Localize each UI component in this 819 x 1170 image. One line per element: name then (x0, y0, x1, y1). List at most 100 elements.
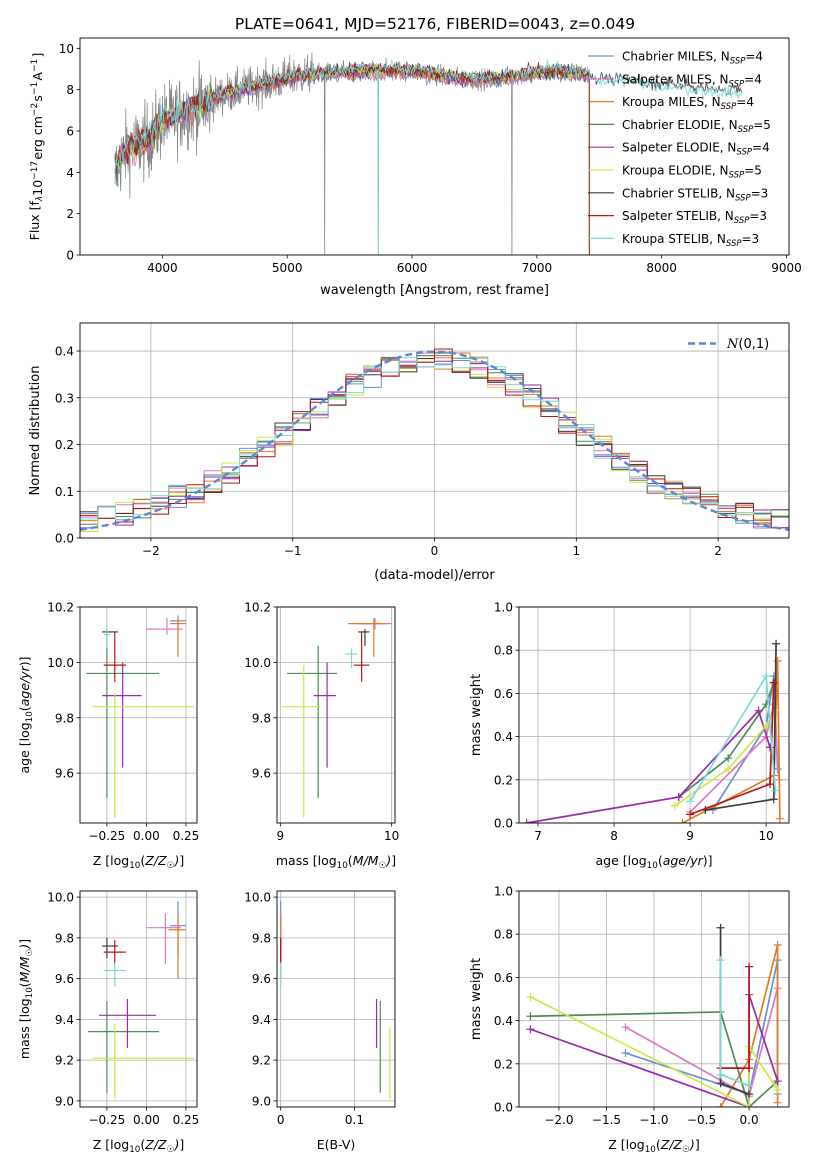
y-tick-label: 10.0 (244, 656, 271, 670)
panel-mass_weight_vs_age: 7 8 9 10 0.0 0.2 0.4 0.6 0.8 1.0 age [log10(age/yr… (469, 601, 790, 871)
panel-residuals: −2 −1 0 1 2 0.0 0.1 0.2 0.3 0.4 (data-model)/error… (28, 322, 790, 583)
axes: 4000 5000 6000 7000 8000 9000 0 2 4 6 8 10 wavelengt… (27, 37, 802, 298)
axes: 9 10 9.6 9.8 10.0 10.2 mass [log10(M/M☉)] (244, 601, 399, 872)
plot-area (526, 923, 782, 1107)
marker-kroupa-miles (773, 1098, 782, 1107)
y-axis-label: age [log10(age/yr)] (17, 656, 35, 773)
legend-label: Salpeter STELIB, NSSP=3 (622, 209, 767, 226)
marker-chabrier-elodie (724, 754, 733, 763)
x-tick-label: 0 (431, 544, 439, 558)
y-tick-label: 0.3 (55, 391, 74, 405)
series-kroupa-elodie (674, 710, 777, 807)
x-tick-label: 2 (714, 544, 722, 558)
plot-area (114, 52, 743, 255)
x-tick-label: 4000 (147, 261, 178, 275)
figure-title: PLATE=0641, MJD=52176, FIBERID=0043, z=0… (235, 15, 635, 33)
panel-age_vs_Z: −0.25 0.00 0.25 9.6 9.8 10.0 10.2 Z [log10(Z/Z☉… (17, 601, 199, 872)
y-tick-label: 9.0 (252, 1094, 271, 1108)
marker-kroupa-stelib (686, 797, 695, 806)
marker-chabrier-stelib (772, 639, 781, 648)
axes: −0.25 0.00 0.25 9.6 9.8 10.0 10.2 Z [log10(Z/Z☉… (17, 601, 199, 872)
x-axis-label: mass [log10(M/M☉)] (276, 853, 396, 871)
x-tick-label: 7000 (522, 261, 553, 275)
axes: −2 −1 0 1 2 0.0 0.1 0.2 0.3 0.4 (data-model)/error… (28, 322, 790, 583)
x-tick-label: 10 (759, 829, 774, 843)
marker-salpeter-miles (621, 1023, 630, 1032)
x-tick-label: 9000 (771, 261, 802, 275)
y-axis-label: mass weight (469, 958, 484, 1040)
y-tick-label: 10 (59, 42, 74, 56)
legend-label: Chabrier ELODIE, NSSP=5 (622, 118, 771, 135)
y-tick-label: 0.2 (494, 1057, 513, 1071)
model-salpeter-stelib (114, 60, 590, 255)
legend-label: N(0,1) (726, 337, 769, 352)
marker-kroupa-elodie (745, 1103, 754, 1107)
x-tick-label: 7 (534, 829, 542, 843)
y-tick-label: 9.8 (252, 931, 271, 945)
y-tick-label: 0.6 (494, 971, 513, 985)
x-axis-label: Z [log10(Z/Z☉)] (608, 1137, 700, 1155)
y-tick-label: 0.6 (494, 687, 513, 701)
legend-label: Salpeter ELODIE, NSSP=4 (622, 141, 770, 158)
marker-kroupa-elodie (526, 992, 535, 1001)
plot-area (280, 901, 391, 1099)
y-tick-label: 9.8 (252, 711, 271, 725)
y-tick-label: 0.0 (494, 817, 513, 831)
y-tick-label: 0.4 (494, 1014, 513, 1028)
y-tick-label: 8 (66, 83, 74, 97)
axes: 0 0.1 9.0 9.2 9.4 9.6 9.8 10.0 E(B-V) (244, 890, 396, 1152)
y-tick-label: 9.4 (252, 1013, 271, 1027)
model-kroupa-stelib (114, 58, 743, 255)
x-axis-label: wavelength [Angstrom, rest frame] (320, 283, 549, 298)
y-tick-label: 0.0 (494, 1101, 513, 1115)
x-axis-label: E(B-V) (317, 1137, 356, 1152)
x-tick-label: −1.5 (592, 1113, 621, 1127)
marker-kroupa-elodie (670, 801, 679, 810)
x-tick-label: 5000 (272, 261, 303, 275)
y-tick-label: 0 (66, 249, 74, 263)
legend: N(0,1) (688, 337, 769, 352)
x-tick-label: 0.00 (133, 829, 160, 843)
y-tick-label: 0.4 (55, 345, 74, 359)
marker-chabrier-stelib (716, 1079, 725, 1088)
marker-salpeter-stelib (686, 810, 695, 819)
gridlines (80, 891, 197, 1107)
y-tick-label: 9.6 (55, 972, 74, 986)
panel-mass_weight_vs_Z: −2.0 −1.5 −1.0 −0.5 0.0 0.0 0.2 0.4 0.6 0.8 1.0 Z [… (469, 885, 790, 1155)
axes-frame (79, 322, 790, 539)
marker-salpeter-stelib (745, 1064, 754, 1073)
axes-frame (79, 37, 790, 256)
y-tick-label: 9.6 (55, 767, 74, 781)
x-tick-label: 8000 (646, 261, 677, 275)
y-tick-label: 4 (66, 166, 74, 180)
y-axis-label: Normed distribution (28, 366, 43, 496)
y-tick-label: 2 (66, 207, 74, 221)
axes: −2.0 −1.5 −1.0 −0.5 0.0 0.0 0.2 0.4 0.6 0.8 1.0 Z [… (469, 885, 790, 1155)
axes-frame (518, 890, 790, 1108)
y-tick-label: 9.8 (55, 711, 74, 725)
y-tick-label: 9.0 (55, 1094, 74, 1108)
x-tick-label: 10 (384, 829, 399, 843)
axes: 7 8 9 10 0.0 0.2 0.4 0.6 0.8 1.0 age [log10(age/yr… (469, 601, 790, 871)
marker-salpeter-stelib (745, 962, 754, 971)
y-tick-label: 0.8 (494, 644, 513, 658)
marker-salpeter-elodie (754, 706, 763, 715)
axes-frame (79, 890, 198, 1108)
x-tick-label: −2.0 (544, 1113, 573, 1127)
plot-area (522, 639, 784, 823)
marker-salpeter-elodie (674, 793, 683, 802)
series-chabrier-elodie (678, 682, 775, 798)
y-tick-label: 0.2 (55, 438, 74, 452)
marker-chabrier-stelib (716, 923, 725, 932)
panel-mass_vs_Z: −0.25 0.00 0.25 9.0 9.2 9.4 9.6 9.8 10.0 Z [log10… (17, 890, 199, 1155)
x-tick-label: −1 (284, 544, 302, 558)
y-tick-label: 10.0 (244, 891, 271, 905)
x-tick-label: 6000 (397, 261, 428, 275)
legend-label: Chabrier MILES, NSSP=4 (622, 50, 763, 67)
legend-label: Kroupa MILES, NSSP=4 (622, 95, 754, 112)
x-tick-label: −1.0 (639, 1113, 668, 1127)
legend-label: Salpeter MILES, NSSP=4 (622, 72, 762, 89)
legend-label: Chabrier STELIB, NSSP=3 (622, 186, 768, 203)
x-tick-label: 8 (610, 829, 618, 843)
y-tick-label: 1.0 (494, 601, 513, 615)
